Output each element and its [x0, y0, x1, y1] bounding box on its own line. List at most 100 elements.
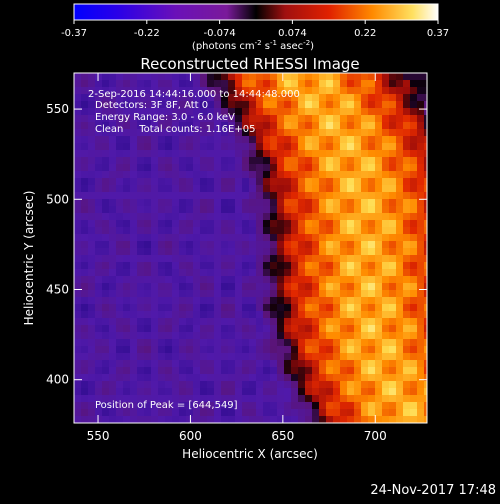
heatmap-cell [137, 136, 145, 144]
heatmap-cell [291, 318, 299, 326]
heatmap-cell [284, 108, 292, 116]
heatmap-cell [200, 73, 208, 81]
heatmap-cell [424, 255, 427, 263]
heatmap-cell [417, 220, 425, 228]
heatmap-cell [403, 108, 411, 116]
heatmap-cell [144, 346, 152, 354]
heatmap-cell [165, 136, 173, 144]
heatmap-cell [102, 325, 110, 333]
heatmap-cell [382, 353, 390, 361]
heatmap-cell [193, 381, 201, 389]
heatmap-cell [74, 346, 82, 354]
heatmap-cell [228, 262, 236, 270]
heatmap-cell [417, 115, 425, 123]
heatmap-cell [340, 185, 348, 193]
heatmap-cell [214, 227, 222, 235]
heatmap-cell [305, 192, 313, 200]
heatmap-cell [375, 115, 383, 123]
heatmap-cell [109, 381, 117, 389]
heatmap-cell [179, 318, 187, 326]
heatmap-cell [263, 388, 271, 396]
heatmap-cell [361, 115, 369, 123]
heatmap-cell [151, 416, 159, 423]
heatmap-cell [382, 227, 390, 235]
heatmap-cell [326, 367, 334, 375]
heatmap-cell [214, 122, 222, 130]
heatmap-cell [88, 395, 96, 403]
heatmap-cell [200, 80, 208, 88]
heatmap-cell [242, 185, 250, 193]
heatmap-cell [109, 318, 117, 326]
heatmap-cell [207, 269, 215, 277]
heatmap-cell [151, 367, 159, 375]
heatmap-cell [228, 325, 236, 333]
heatmap-cell [284, 227, 292, 235]
heatmap-cell [165, 150, 173, 158]
heatmap-cell [263, 402, 271, 410]
heatmap-cell [109, 108, 117, 116]
heatmap-cell [284, 283, 292, 291]
heatmap-cell [172, 87, 180, 95]
heatmap-cell [179, 87, 187, 95]
heatmap-cell [270, 360, 278, 368]
heatmap-cell [284, 178, 292, 186]
heatmap-cell [200, 262, 208, 270]
heatmap-cell [123, 311, 131, 319]
heatmap-cell [193, 409, 201, 417]
heatmap-cell [74, 395, 82, 403]
heatmap-cell [137, 290, 145, 298]
heatmap-cell [186, 241, 194, 249]
heatmap-cell [277, 178, 285, 186]
heatmap-cell [298, 150, 306, 158]
heatmap-cell [158, 318, 166, 326]
heatmap-cell [263, 164, 271, 172]
heatmap-cell [277, 353, 285, 361]
heatmap-cell [312, 262, 320, 270]
heatmap-cell [263, 101, 271, 109]
heatmap-cell [396, 164, 404, 172]
heatmap-cell [74, 248, 82, 256]
heatmap-cell [340, 227, 348, 235]
heatmap-cell [263, 220, 271, 228]
heatmap-cell [179, 395, 187, 403]
heatmap-cell [74, 388, 82, 396]
heatmap-cell [228, 269, 236, 277]
heatmap-cell [228, 143, 236, 151]
heatmap-cell [81, 248, 89, 256]
heatmap-cell [186, 311, 194, 319]
heatmap-cell [298, 108, 306, 116]
heatmap-cell [116, 381, 124, 389]
heatmap-cell [109, 325, 117, 333]
heatmap-cell [403, 87, 411, 95]
heatmap-cell [389, 388, 397, 396]
heatmap-cell [207, 339, 215, 347]
heatmap-cell [249, 178, 257, 186]
heatmap-cell [151, 353, 159, 361]
heatmap-cell [186, 374, 194, 382]
heatmap-cell [235, 199, 243, 207]
heatmap-cell [277, 374, 285, 382]
heatmap-cell [410, 290, 418, 298]
heatmap-cell [368, 220, 376, 228]
heatmap-cell [102, 255, 110, 263]
heatmap-cell [109, 311, 117, 319]
heatmap-cell [277, 171, 285, 179]
heatmap-cell [298, 241, 306, 249]
heatmap-cell [312, 129, 320, 137]
heatmap-cell [319, 206, 327, 214]
heatmap-cell [361, 248, 369, 256]
heatmap-cell [81, 318, 89, 326]
heatmap-cell [410, 402, 418, 410]
heatmap-cell [221, 115, 229, 123]
heatmap-cell [417, 388, 425, 396]
heatmap-cell [291, 360, 299, 368]
heatmap-cell [74, 178, 82, 186]
heatmap-cell [326, 325, 334, 333]
heatmap-cell [326, 346, 334, 354]
heatmap-cell [333, 332, 341, 340]
heatmap-cell [263, 318, 271, 326]
heatmap-cell [81, 346, 89, 354]
heatmap-cell [165, 332, 173, 340]
heatmap-cell [284, 94, 292, 102]
heatmap-cell [291, 241, 299, 249]
